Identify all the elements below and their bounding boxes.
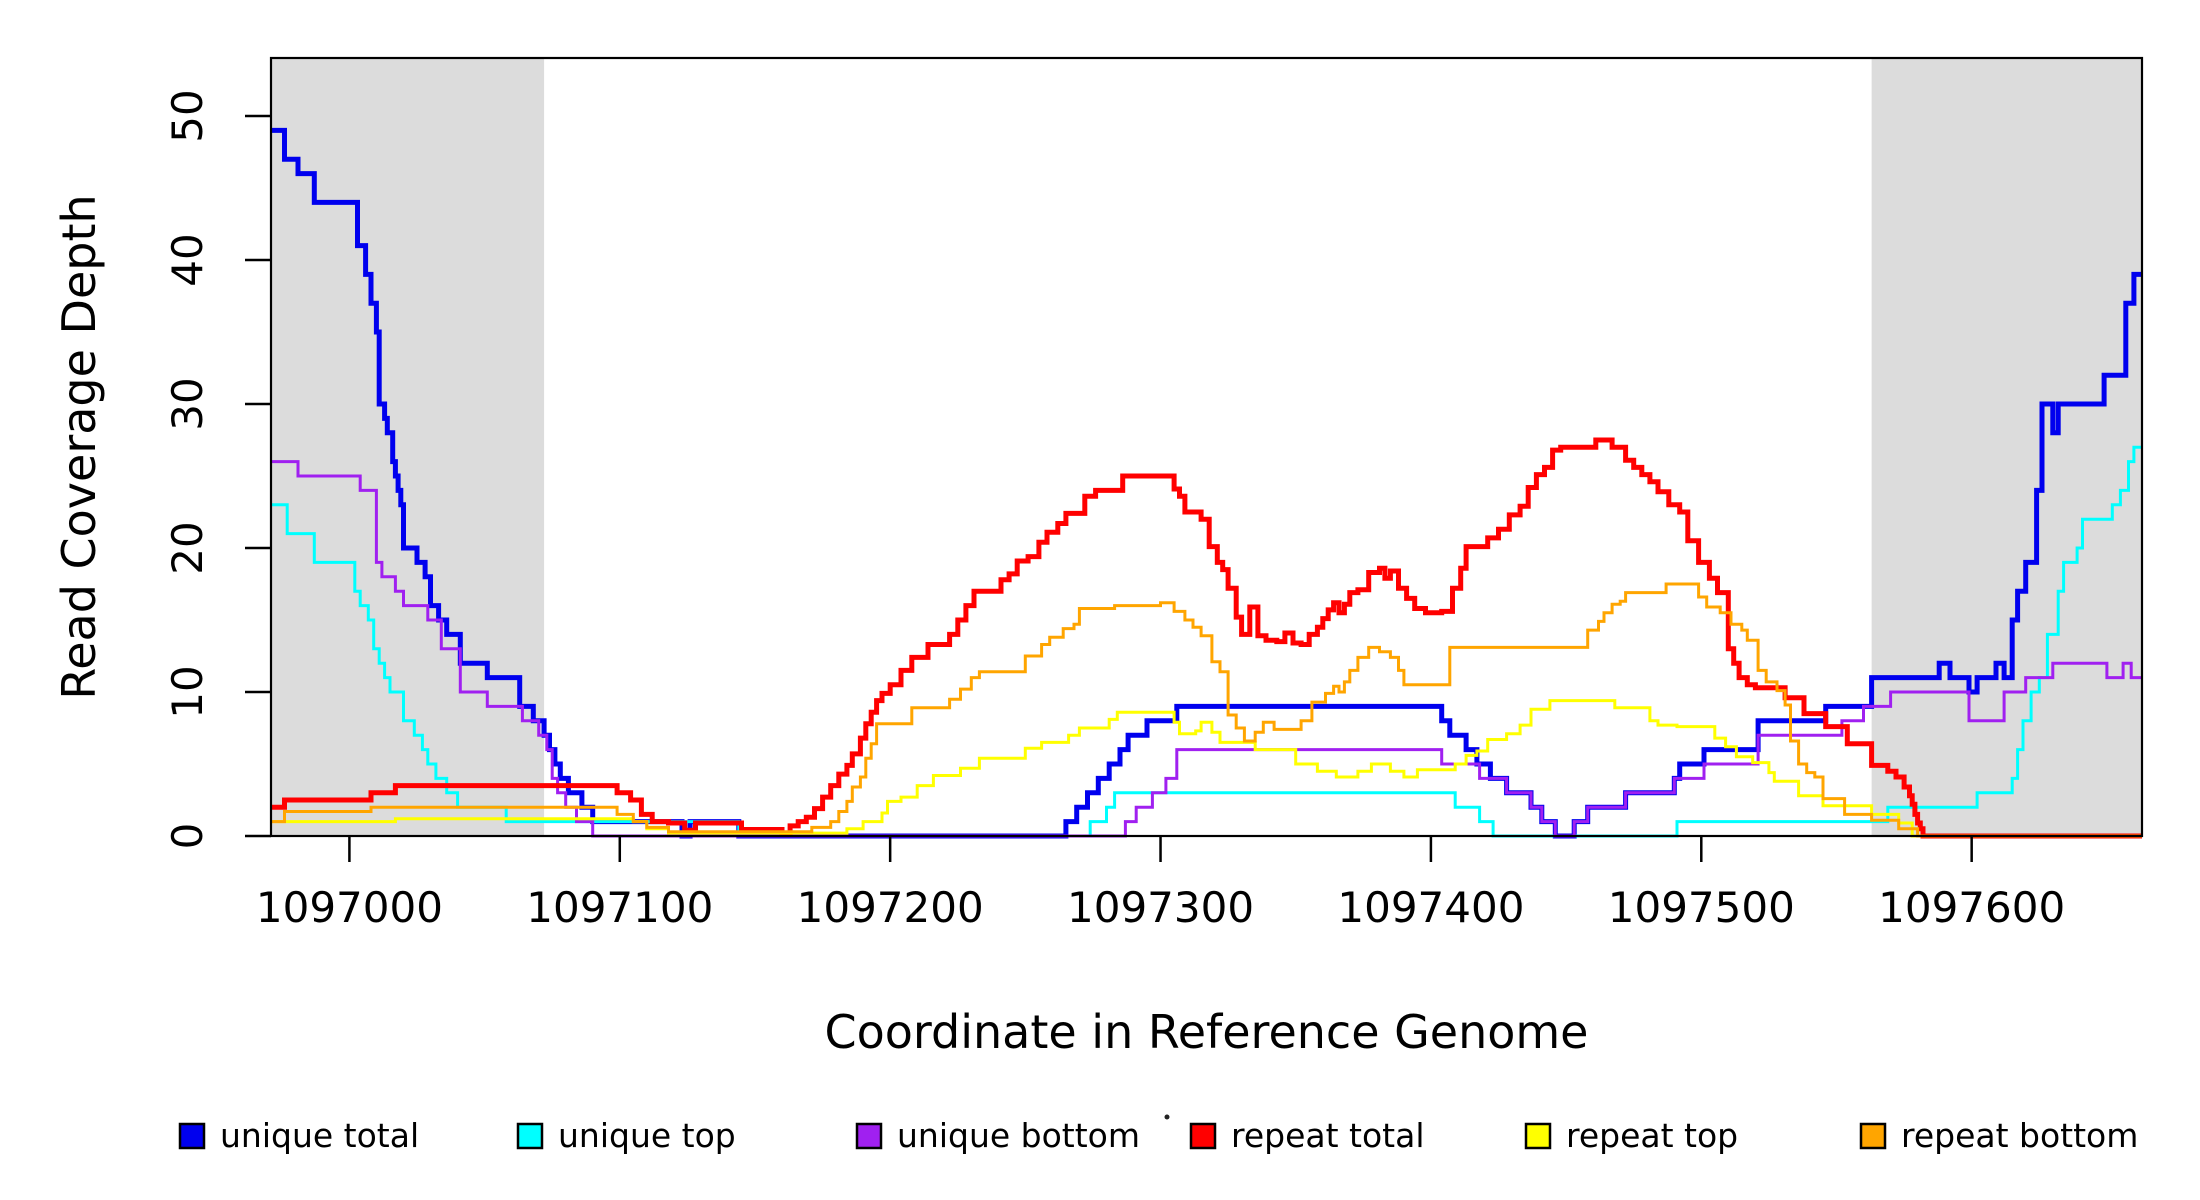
series-line-repeat-total (271, 437, 2142, 839)
y-tick-label: 10 (163, 665, 212, 718)
legend-label-repeat-top: repeat top (1566, 1116, 1738, 1155)
x-tick-label: 1097000 (256, 883, 443, 932)
y-tick-label: 50 (163, 89, 212, 142)
x-tick-label: 1097100 (526, 883, 713, 932)
legend-swatch-unique-top (516, 1122, 544, 1150)
x-tick-label: 1097600 (1878, 883, 2065, 932)
legend-swatch-repeat-bottom (1859, 1122, 1887, 1150)
legend-label-unique-total: unique total (220, 1116, 419, 1155)
x-tick-label: 1097500 (1608, 883, 1795, 932)
legend-swatch-repeat-top (1524, 1122, 1552, 1150)
series-line-repeat-bottom (271, 582, 2142, 838)
x-tick-label: 1097300 (1067, 883, 1254, 932)
series-group (271, 127, 2142, 839)
x-axis-title: Coordinate in Reference Genome (825, 1005, 1589, 1059)
series-line-unique-total (271, 127, 2142, 839)
legend-swatch-unique-total (178, 1122, 206, 1150)
y-tick-label: 0 (163, 823, 212, 850)
legend-label-unique-bottom: unique bottom (897, 1116, 1140, 1155)
stray-dot (1164, 1114, 1170, 1120)
legend-label-repeat-bottom: repeat bottom (1901, 1116, 2138, 1155)
y-tick-label: 20 (163, 521, 212, 574)
legend-label-repeat-total: repeat total (1231, 1116, 1425, 1155)
x-tick-label: 1097200 (797, 883, 984, 932)
y-tick-label: 40 (163, 233, 212, 286)
y-axis-title: Read Coverage Depth (52, 194, 106, 699)
x-tick-label: 1097400 (1337, 883, 1524, 932)
y-tick-label: 30 (163, 377, 212, 430)
legend: unique total unique top unique bottom repea… (178, 1116, 2138, 1155)
legend-label-unique-top: unique top (558, 1116, 736, 1155)
series-line-unique-bottom (271, 460, 2142, 838)
series-line-unique-top (271, 445, 2142, 838)
legend-swatch-repeat-total (1189, 1122, 1217, 1150)
series-line-repeat-top (271, 699, 2142, 838)
plot-border (269, 56, 2144, 838)
legend-swatch-unique-bottom (855, 1122, 883, 1150)
shaded-right-gray-band (1871, 58, 2142, 836)
